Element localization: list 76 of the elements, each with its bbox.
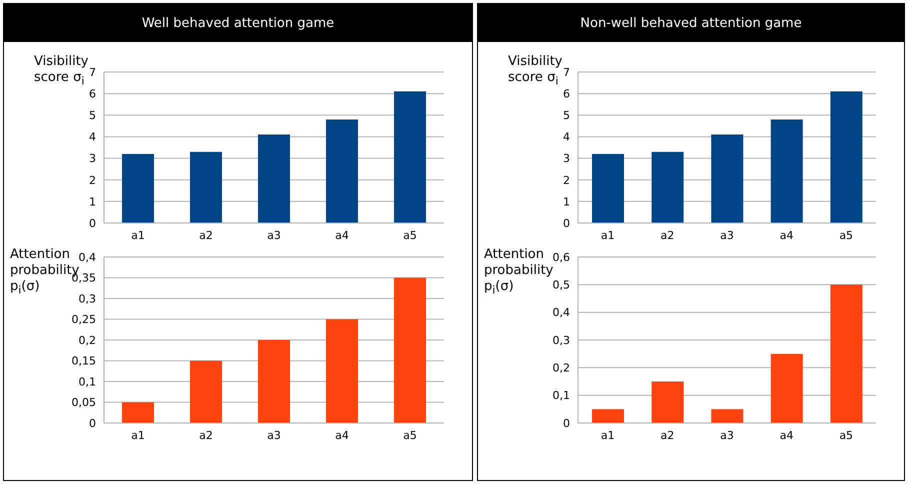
y-tick-label: 0,1	[552, 389, 570, 402]
x-tick-label: a4	[780, 428, 794, 442]
y-tick-label: 0,05	[72, 396, 96, 410]
y-tick-label: 0	[563, 416, 570, 430]
y-tick-label: 0	[89, 416, 96, 430]
y-tick-label: 2	[89, 174, 96, 187]
y-tick-label: 0,3	[78, 292, 96, 306]
y-tick-label: 0,15	[72, 354, 96, 368]
bar	[190, 152, 222, 223]
x-tick-label: a3	[267, 228, 281, 242]
bar	[394, 278, 426, 423]
y-tick-label: 3	[89, 152, 96, 166]
bar	[711, 409, 744, 423]
bar	[711, 134, 744, 223]
x-tick-label: a2	[660, 428, 674, 442]
x-tick-label: a4	[335, 228, 349, 242]
x-tick-label: a1	[600, 428, 615, 442]
x-tick-label: a1	[131, 428, 145, 442]
y-axis-title: Attention probability p$_{i}$(σ)	[484, 247, 554, 297]
y-tick-label: 4	[563, 130, 570, 144]
x-tick-label: a2	[660, 228, 674, 242]
y-tick-label: 1	[89, 195, 96, 208]
y-axis-title: Visibility score σ$_{i}$	[508, 54, 562, 88]
y-tick-label: 0,4	[552, 306, 570, 320]
bar	[122, 402, 154, 423]
bar	[830, 91, 862, 223]
bar	[652, 152, 684, 223]
y-tick-label: 6	[89, 87, 96, 100]
y-tick-label: 7	[563, 66, 570, 79]
y-tick-label: 0,2	[78, 334, 96, 347]
y-tick-label: 0	[563, 216, 570, 230]
x-tick-label: a1	[131, 228, 145, 242]
y-tick-label: 5	[563, 109, 570, 122]
x-tick-label: a5	[403, 428, 417, 442]
bar	[190, 360, 222, 423]
bar	[326, 319, 358, 423]
y-tick-label: 0,5	[552, 278, 570, 292]
x-tick-label: a2	[199, 228, 213, 242]
y-tick-label: 1	[563, 195, 570, 208]
y-axis-title: Visibility score σ$_{i}$	[34, 54, 88, 88]
chart-title: Well behaved attention game	[4, 4, 472, 42]
bar	[258, 340, 290, 423]
y-tick-label: 6	[563, 87, 570, 100]
bar	[770, 119, 803, 223]
y-tick-label: 0,1	[78, 375, 96, 388]
bar	[830, 284, 862, 423]
bar	[258, 134, 290, 223]
y-tick-label: 0,4	[78, 250, 96, 264]
x-tick-label: a5	[839, 428, 854, 442]
x-tick-label: a5	[839, 228, 854, 242]
y-tick-label: 5	[89, 109, 96, 122]
y-tick-label: 7	[89, 66, 96, 79]
bar	[592, 154, 624, 223]
x-tick-label: a3	[720, 428, 734, 442]
bar	[652, 382, 684, 423]
y-tick-label: 0,2	[552, 362, 570, 375]
y-tick-label: 3	[563, 152, 570, 166]
bar	[770, 354, 803, 423]
x-tick-label: a4	[335, 428, 349, 442]
bar	[122, 154, 154, 223]
y-tick-label: 0,25	[72, 313, 96, 326]
chart-title: Non-well behaved attention game	[478, 4, 904, 42]
y-tick-label: 2	[563, 174, 570, 187]
x-tick-label: a3	[267, 428, 281, 442]
y-tick-label: 0,6	[552, 250, 570, 264]
x-tick-label: a3	[720, 228, 734, 242]
y-tick-label: 4	[89, 130, 96, 144]
x-tick-label: a2	[199, 428, 213, 442]
y-tick-label: 0,3	[552, 334, 570, 347]
bar	[592, 409, 624, 423]
y-tick-label: 0	[89, 216, 96, 230]
bar	[326, 119, 358, 223]
bar	[394, 91, 426, 223]
x-tick-label: a1	[600, 228, 615, 242]
x-tick-label: a5	[403, 228, 417, 242]
x-tick-label: a4	[780, 228, 794, 242]
